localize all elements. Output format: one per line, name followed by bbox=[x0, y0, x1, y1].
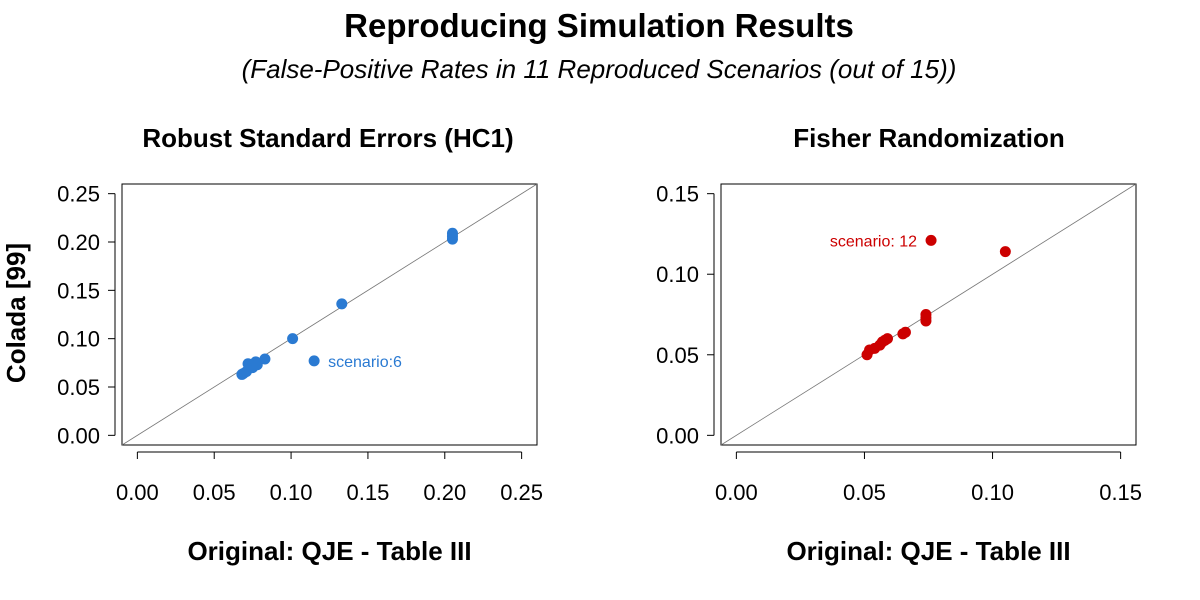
x-axis-title: Original: QJE - Table III bbox=[187, 536, 471, 566]
data-point bbox=[251, 359, 263, 371]
scenario-annotation: scenario:6 bbox=[328, 354, 402, 371]
y-tick-label: 0.15 bbox=[656, 182, 699, 207]
y-tick-label: 0.20 bbox=[57, 230, 100, 255]
x-tick-label: 0.10 bbox=[270, 480, 313, 505]
y-tick-label: 0.25 bbox=[57, 182, 100, 207]
data-point bbox=[287, 333, 299, 345]
y-tick-label: 0.05 bbox=[656, 343, 699, 368]
plot-frame bbox=[720, 183, 1137, 446]
x-tick-label: 0.15 bbox=[1099, 480, 1142, 505]
x-tick-label: 0.25 bbox=[500, 480, 543, 505]
data-point bbox=[999, 246, 1011, 258]
x-axis-title: Original: QJE - Table III bbox=[786, 536, 1070, 566]
subtitle: (False-Positive Rates in 11 Reproduced S… bbox=[242, 54, 957, 84]
scenario-annotation: scenario: 12 bbox=[830, 233, 917, 250]
y-tick-label: 0.10 bbox=[57, 327, 100, 352]
panel-title: Robust Standard Errors (HC1) bbox=[142, 123, 513, 153]
x-tick-label: 0.15 bbox=[347, 480, 390, 505]
data-point bbox=[446, 227, 458, 239]
y-tick-label: 0.00 bbox=[57, 423, 100, 448]
data-point bbox=[336, 298, 348, 310]
x-tick-label: 0.00 bbox=[715, 480, 758, 505]
y-tick-label: 0.15 bbox=[57, 278, 100, 303]
x-tick-label: 0.00 bbox=[116, 480, 159, 505]
y-axis-title: Colada [99] bbox=[1, 243, 31, 383]
y-tick-label: 0.05 bbox=[57, 375, 100, 400]
data-point bbox=[899, 326, 911, 338]
x-tick-label: 0.10 bbox=[971, 480, 1014, 505]
x-tick-label: 0.05 bbox=[843, 480, 886, 505]
main-title: Reproducing Simulation Results bbox=[344, 7, 854, 44]
x-tick-label: 0.05 bbox=[193, 480, 236, 505]
panel-2: Fisher Randomization 0.00 0.05 0.10 0.15 0.00… bbox=[656, 123, 1142, 566]
reference-line bbox=[121, 183, 538, 446]
x-tick-label: 0.20 bbox=[423, 480, 466, 505]
data-point bbox=[308, 355, 320, 367]
y-tick-label: 0.10 bbox=[656, 262, 699, 287]
panel-title: Fisher Randomization bbox=[793, 123, 1065, 153]
data-point bbox=[882, 333, 894, 345]
data-point bbox=[925, 234, 937, 246]
data-point bbox=[920, 309, 932, 320]
y-tick-label: 0.00 bbox=[656, 423, 699, 448]
panel-1: Robust Standard Errors (HC1) 0.00 0.05 0.10… bbox=[57, 123, 543, 566]
plot-frame bbox=[121, 183, 538, 446]
data-point bbox=[259, 353, 271, 365]
